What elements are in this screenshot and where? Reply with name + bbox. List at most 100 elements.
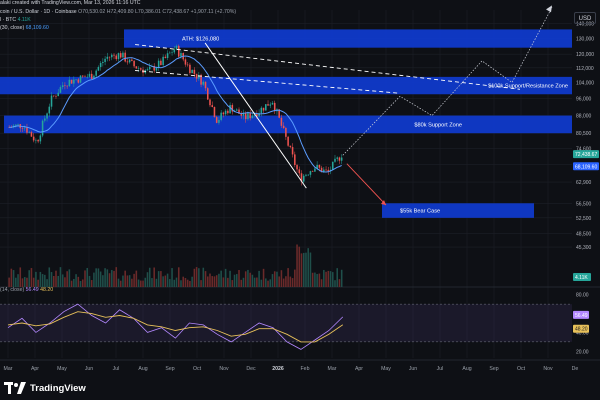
candle-body <box>338 157 341 161</box>
candle-body <box>202 81 205 85</box>
annotation-zone <box>4 115 572 134</box>
volume-bar <box>128 275 131 287</box>
candle-body <box>224 110 227 115</box>
candle-body <box>227 110 229 114</box>
volume-bar <box>318 273 321 287</box>
candle-body <box>171 52 173 53</box>
volume-bar <box>133 273 135 287</box>
rsi-tick-label: 20.00 <box>576 349 589 355</box>
candle-body <box>235 109 238 111</box>
volume-bar <box>162 276 164 287</box>
time-tick-label: Nov <box>543 366 553 372</box>
candle-body <box>77 79 80 83</box>
volume-bar <box>28 270 30 287</box>
candle-body <box>59 87 62 93</box>
time-tick-label: Mar <box>328 366 337 372</box>
volume-bar <box>157 271 160 287</box>
volume-bar <box>144 277 147 287</box>
volume-bar <box>238 269 240 287</box>
rsi-legend-value: 56.49 <box>25 287 39 293</box>
candle-body <box>265 104 267 111</box>
rsi-ma-badge-bg <box>573 324 589 333</box>
projection-path <box>342 7 553 156</box>
time-tick-label: Sep <box>165 366 174 372</box>
ma-legend-value: 68,109.60 <box>25 25 49 31</box>
candle-body <box>318 164 321 168</box>
candle-body <box>169 52 171 54</box>
candle-body <box>209 99 211 106</box>
volume-bar <box>151 278 153 287</box>
volume-bar <box>200 280 202 287</box>
time-tick-label: Dec <box>246 366 256 372</box>
volume-bar <box>198 268 200 287</box>
candle-body <box>146 69 149 71</box>
volume-bar <box>300 253 303 287</box>
ma-price-badge: 68,109.60 <box>575 164 597 170</box>
candle-body <box>220 112 222 120</box>
author-text: alaki created with TradingView.com, Mar … <box>0 0 141 6</box>
candle-body <box>35 139 37 141</box>
candle-body <box>238 109 240 114</box>
volume-bar <box>235 274 238 287</box>
volume-bar <box>39 271 42 287</box>
volume-bar <box>287 268 289 287</box>
volume-bar <box>189 280 191 287</box>
time-tick-label: Jun <box>85 366 93 372</box>
volume-bar <box>334 280 336 287</box>
rsi-line <box>7 303 344 350</box>
volume-bar <box>325 271 327 287</box>
time-tick-label: De <box>572 366 579 372</box>
volume-bar <box>81 279 84 287</box>
dashed-trendline <box>135 70 401 94</box>
candle-body <box>300 173 303 182</box>
candle-body <box>195 73 198 79</box>
volume-bar <box>191 276 193 287</box>
rsi-badge: 56.49 <box>575 313 588 319</box>
volume-bar <box>90 280 93 287</box>
candle-body <box>131 59 133 61</box>
price-tick-label: 112,000 <box>576 66 594 72</box>
tradingview-brand[interactable]: TradingView <box>4 382 86 394</box>
candle-body <box>267 104 269 106</box>
volume-bar <box>276 271 278 287</box>
volume-bar <box>166 273 169 287</box>
volume-bar <box>177 267 180 287</box>
candle-body <box>111 54 113 58</box>
volume-bar <box>289 276 292 287</box>
volume-bar <box>77 276 80 287</box>
candle-body <box>64 85 66 86</box>
candle-body <box>325 169 327 171</box>
candle-body <box>108 56 111 58</box>
annotation-zone <box>124 29 572 48</box>
price-tick-label: 130,000 <box>576 36 594 42</box>
volume-bar <box>323 269 325 287</box>
candles <box>8 44 343 186</box>
volume-bar <box>336 268 339 287</box>
volume-bar <box>99 271 102 287</box>
candle-body <box>177 45 180 57</box>
volume-bar <box>117 278 120 287</box>
volume-bar <box>44 274 46 287</box>
time-tick-label: Jul <box>437 366 444 372</box>
volume-bar <box>32 277 35 287</box>
candle-body <box>198 74 200 79</box>
rsi-ma-line <box>7 311 344 343</box>
candle-body <box>50 95 53 107</box>
candle-body <box>309 171 312 175</box>
price-tick-label: 62,900 <box>576 180 592 186</box>
candle-body <box>32 136 35 141</box>
candle-body <box>66 85 68 87</box>
volume-bar <box>66 271 68 287</box>
candle-body <box>88 73 91 77</box>
volume-bar <box>23 277 26 287</box>
candle-body <box>184 59 187 65</box>
currency-button[interactable]: USD <box>574 12 596 24</box>
candle-body <box>331 161 334 170</box>
volume-bar <box>305 252 307 287</box>
volume-bar <box>142 280 144 287</box>
volume-bar <box>180 280 182 287</box>
volume-bar <box>204 271 207 287</box>
candle-body <box>106 56 109 59</box>
volume-bar <box>21 278 24 287</box>
